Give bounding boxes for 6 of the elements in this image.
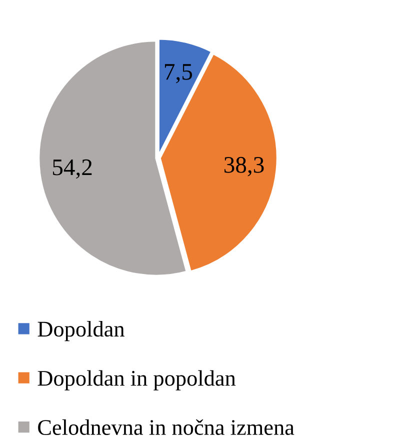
data-label: 7,5 [164, 64, 192, 84]
legend-label: Dopoldan in popoldan [38, 370, 236, 390]
data-label: 54,2 [52, 159, 92, 179]
legend-label: Dopoldan [38, 321, 124, 342]
data-label: 38,3 [224, 156, 264, 176]
legend-label: Celodnevna in nočna izmena [38, 419, 294, 436]
